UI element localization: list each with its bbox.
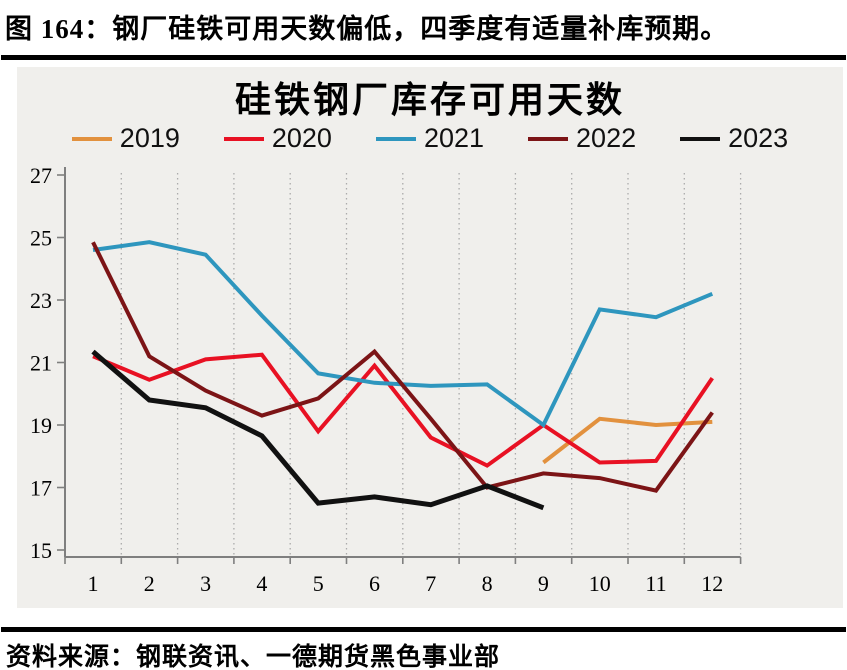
- x-tick-label: 3: [200, 571, 211, 596]
- x-tick-label: 10: [589, 571, 611, 596]
- legend-item-2019: 2019: [71, 123, 180, 154]
- x-tick-label: 2: [144, 571, 155, 596]
- y-tick-label: 21: [30, 351, 52, 376]
- series-line-2023: [91, 349, 545, 511]
- chart-panel: 硅铁钢厂库存可用天数 2019 2020 2021 2022 2023 15 17 19 21…: [17, 67, 843, 608]
- y-tick-label: 23: [30, 288, 52, 313]
- legend-label-2020: 2020: [271, 123, 332, 153]
- x-tick-label: 7: [425, 571, 436, 596]
- series-line-2019: [542, 416, 713, 465]
- legend-label-2019: 2019: [119, 123, 180, 153]
- x-tick-label: 1: [88, 571, 99, 596]
- y-tick-label: 25: [30, 226, 52, 251]
- legend-item-2023: 2023: [680, 123, 788, 154]
- legend-swatch-2023: [680, 136, 721, 141]
- y-tick-label: 17: [30, 476, 52, 501]
- x-tick-label: 8: [482, 571, 493, 596]
- legend-swatch-2022: [528, 136, 569, 141]
- series-line-2022: [91, 241, 714, 493]
- legend-swatch-2021: [375, 136, 416, 141]
- legend-item-2022: 2022: [528, 123, 636, 154]
- caption-divider-rule: [1, 55, 846, 60]
- x-tick-label: 11: [645, 571, 666, 596]
- legend-swatch-2019: [71, 136, 112, 141]
- footer-divider-rule: [1, 627, 846, 632]
- legend-item-2020: 2020: [223, 123, 332, 154]
- legend-label-2023: 2023: [728, 123, 789, 153]
- y-tick-label: 19: [30, 413, 52, 438]
- series-line-2020: [92, 352, 714, 468]
- x-tick-label: 9: [538, 571, 549, 596]
- chart-title: 硅铁钢厂库存可用天数: [234, 79, 625, 120]
- y-tick-label: 15: [30, 538, 52, 563]
- legend-item-2021: 2021: [375, 123, 485, 154]
- x-tick-label: 4: [256, 571, 267, 596]
- y-tick-label: 27: [30, 163, 52, 188]
- chart-legend: 2019 2020 2021 2022 2023: [17, 123, 843, 154]
- legend-swatch-2020: [223, 136, 264, 141]
- figure-caption: 图 164：钢厂硅铁可用天数偏低，四季度有适量补库预期。: [5, 14, 729, 44]
- x-tick-label: 5: [313, 571, 324, 596]
- x-tick-label: 12: [701, 571, 723, 596]
- data-source-note: 资料来源：钢联资讯、一德期货黑色事业部: [6, 644, 501, 670]
- legend-label-2022: 2022: [576, 123, 637, 153]
- x-tick-label: 6: [369, 571, 380, 596]
- legend-label-2021: 2021: [423, 123, 485, 153]
